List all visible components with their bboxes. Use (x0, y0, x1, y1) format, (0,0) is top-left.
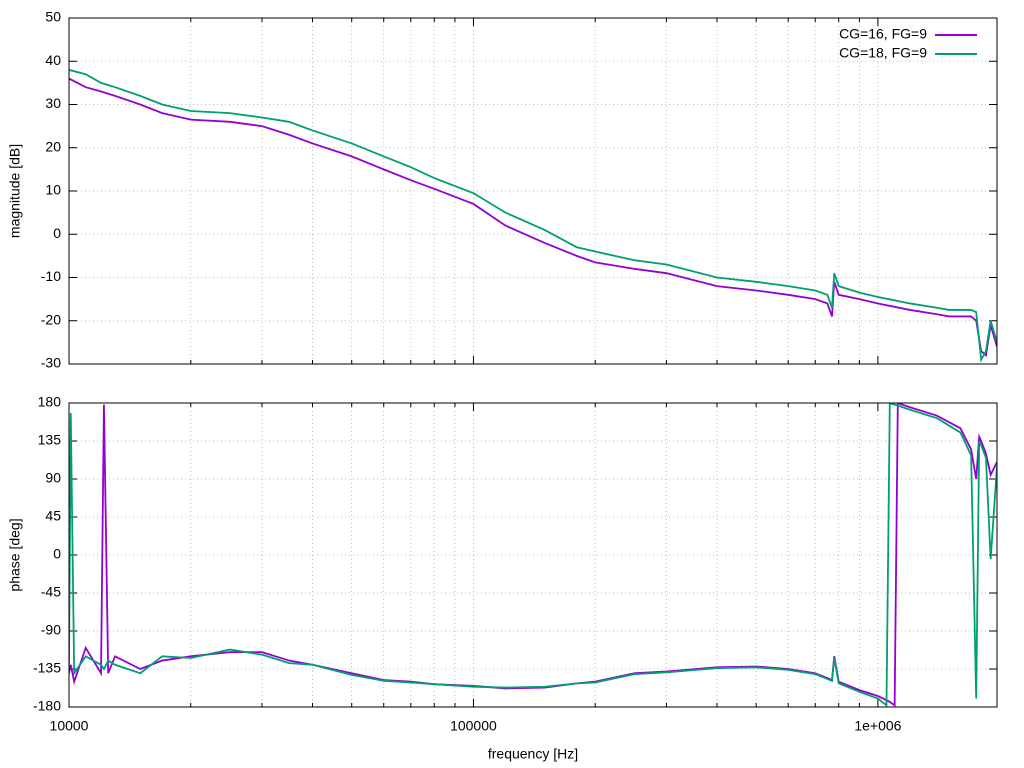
y-tick-label: 0 (53, 546, 61, 562)
y-tick-label: 40 (45, 52, 61, 68)
y-tick-label: -20 (41, 311, 61, 327)
y-tick-label: -30 (41, 355, 61, 371)
y-tick-label: -10 (41, 268, 61, 284)
plot-frame (68, 17, 998, 365)
y-tick-label: 50 (45, 9, 61, 25)
y-tick-label: 10 (45, 182, 61, 198)
y-tick-label: -90 (41, 622, 61, 638)
plot-frame (68, 402, 998, 708)
legend-label: CG=18, FG=9 (839, 45, 927, 61)
y-axis-label: phase [deg] (7, 518, 23, 591)
x-axis-label: frequency [Hz] (488, 746, 578, 762)
legend-label: CG=16, FG=9 (839, 26, 927, 42)
series-line (69, 77, 997, 358)
y-axis-label: magnitude [dB] (7, 144, 23, 238)
y-tick-label: 30 (45, 95, 61, 111)
y-tick-label: 0 (53, 225, 61, 241)
x-tick-label: 10000 (50, 718, 89, 734)
y-tick-label: 20 (45, 138, 61, 154)
x-tick-label: 100000 (450, 718, 497, 734)
y-tick-label: 180 (38, 394, 62, 410)
y-tick-label: 45 (45, 508, 61, 524)
y-tick-label: -180 (33, 698, 61, 714)
x-tick-label: 1e+006 (854, 718, 901, 734)
y-tick-label: -45 (41, 584, 61, 600)
series-line (69, 69, 997, 363)
y-tick-label: 90 (45, 470, 61, 486)
y-tick-label: -135 (33, 660, 61, 676)
series-line (69, 403, 997, 707)
series-line (69, 403, 997, 707)
y-tick-label: 135 (38, 432, 62, 448)
